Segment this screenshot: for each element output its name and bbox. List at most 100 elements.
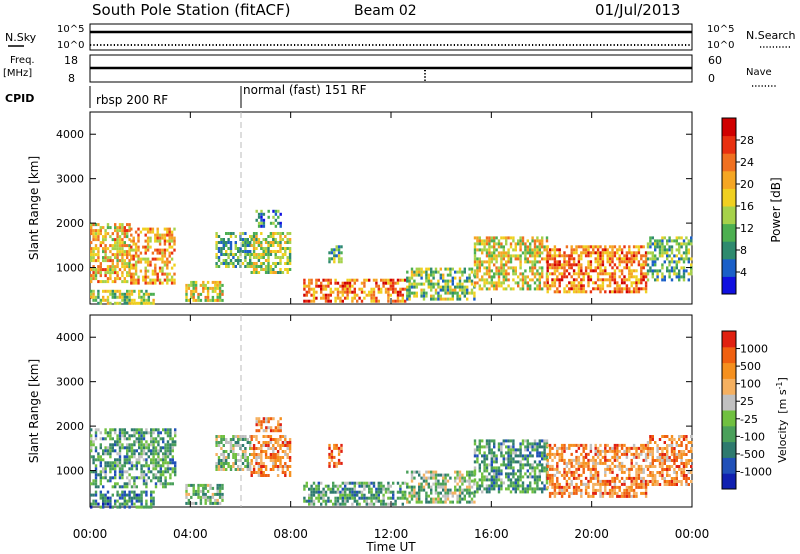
scatter-cell [690, 447, 693, 450]
scatter-cell [563, 287, 566, 291]
scatter-cell [512, 445, 515, 449]
scatter-cell [363, 484, 366, 488]
scatter-cell [509, 466, 513, 470]
scatter-cell [628, 467, 631, 471]
scatter-cell [140, 428, 143, 432]
scatter-cell [286, 247, 289, 250]
scatter-cell [628, 251, 631, 255]
scatter-cell [114, 499, 117, 503]
scatter-cell [468, 494, 471, 498]
scatter-cell [305, 484, 308, 488]
scatter-cell [94, 232, 98, 236]
scatter-cell [446, 491, 450, 495]
scatter-cell [481, 248, 484, 252]
scatter-cell [668, 239, 671, 243]
scatter-cell [150, 502, 153, 506]
scatter-cell [116, 256, 119, 260]
cpid-mode-2: normal (fast) 151 RF [243, 83, 367, 97]
scatter-cell [524, 245, 527, 249]
scatter-cell [118, 476, 122, 480]
scatter-cell [584, 266, 588, 270]
scatter-cell [138, 289, 141, 293]
scatter-cell [533, 251, 537, 255]
scatter-cell [161, 269, 164, 273]
scatter-cell [485, 475, 489, 479]
scatter-cell [488, 442, 491, 446]
scatter-cell [126, 265, 129, 269]
scatter-cell [507, 257, 510, 261]
scatter-cell [244, 241, 247, 244]
scatter-cell [454, 291, 457, 295]
scatter-cell [288, 459, 292, 462]
scatter-cell [90, 440, 93, 444]
scatter-cell [546, 452, 549, 456]
scatter-cell [570, 266, 573, 270]
scatter-cell [130, 275, 133, 279]
scatter-cell [232, 456, 235, 459]
scatter-cell [288, 447, 292, 450]
scatter-cell [456, 282, 459, 286]
scatter-cell [685, 483, 688, 486]
scatter-cell [159, 464, 162, 468]
scatter-cell [406, 270, 409, 274]
scatter-cell [538, 451, 541, 455]
scatter-cell [163, 242, 167, 246]
scatter-cell [106, 301, 110, 305]
scatter-cell [663, 260, 666, 264]
scatter-cell [651, 477, 654, 480]
scatter-cell [529, 475, 532, 479]
scatter-cell [123, 458, 126, 462]
scatter-cell [377, 287, 380, 291]
scatter-cell [392, 281, 395, 285]
scatter-cell [218, 286, 222, 290]
scatter-cell [130, 502, 134, 506]
scatter-cell [410, 494, 414, 498]
scatter-cell [670, 447, 674, 450]
scatter-cell [604, 278, 607, 282]
scatter-cell [99, 476, 102, 480]
scatter-cell [646, 272, 650, 276]
scatter-cell [442, 476, 445, 480]
scatter-cell [584, 461, 588, 465]
scatter-cell [169, 452, 172, 456]
scatter-cell [658, 438, 662, 441]
scatter-cell [135, 476, 138, 480]
scatter-cell [538, 442, 541, 446]
scatter-cell [604, 290, 607, 294]
scatter-cell [340, 245, 343, 249]
scatter-cell [394, 287, 397, 291]
scatter-cell [531, 254, 534, 258]
scatter-cell [663, 483, 666, 486]
scatter-cell [616, 443, 619, 447]
scatter-cell [635, 470, 638, 474]
scatter-cell [644, 272, 648, 276]
scatter-cell [594, 266, 597, 270]
scatter-cell [512, 448, 515, 452]
scatter-cell [94, 428, 98, 432]
scatter-cell [118, 268, 122, 272]
scatter-cell [646, 251, 650, 255]
scatter-cell [497, 466, 501, 470]
scatter-cell [673, 453, 676, 456]
scatter-cell [94, 229, 98, 233]
scatter-cell [227, 232, 230, 235]
scatter-cell [145, 298, 148, 302]
scatter-cell [234, 462, 237, 465]
scatter-cell [269, 221, 273, 225]
scatter-cell [335, 446, 338, 450]
scatter-cell [279, 423, 282, 427]
scatter-cell [116, 434, 119, 438]
scatter-cell [680, 242, 683, 246]
scatter-cell [680, 468, 683, 471]
scatter-cell [485, 281, 489, 285]
scatter-cell [288, 471, 292, 474]
scatter-cell [142, 431, 146, 435]
scatter-cell [185, 289, 188, 293]
scatter-cell [466, 291, 469, 295]
scatter-cell [551, 278, 554, 282]
scatter-cell [502, 254, 505, 258]
scatter-cell [150, 431, 153, 435]
scatter-cell [502, 257, 505, 261]
scatter-cell [500, 257, 503, 261]
